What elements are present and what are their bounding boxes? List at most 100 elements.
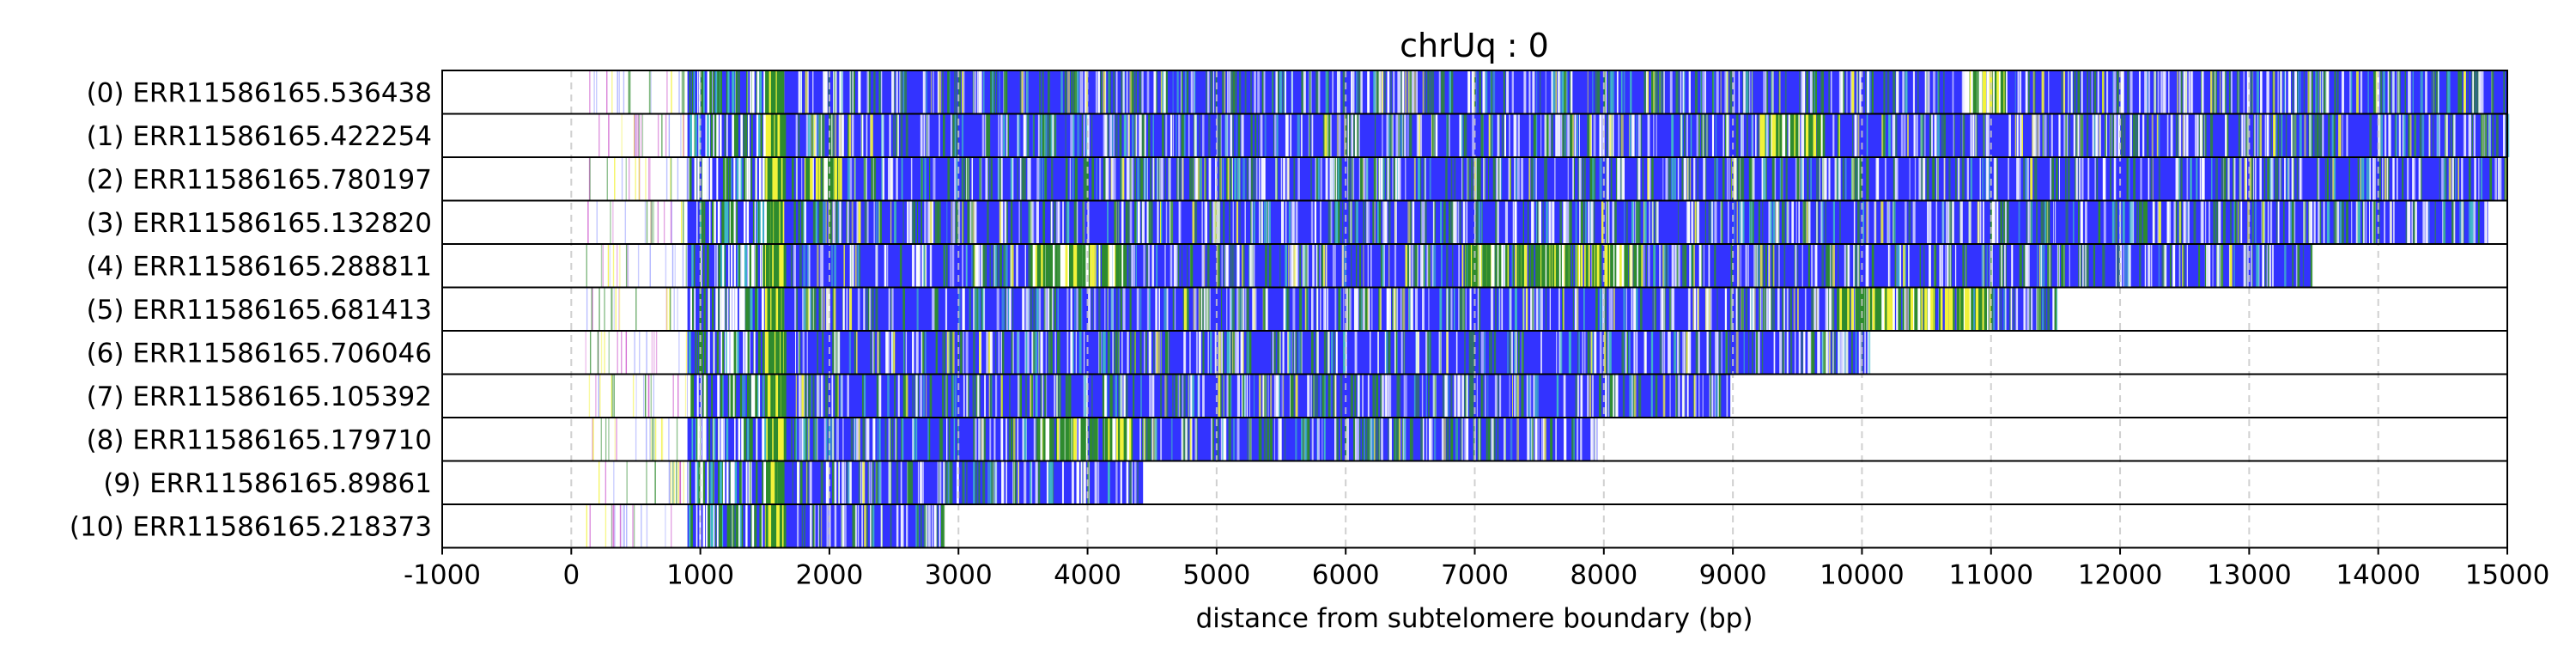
read-stripe bbox=[861, 113, 863, 157]
read-stripe bbox=[776, 244, 780, 288]
read-stripe bbox=[2047, 200, 2049, 244]
read-stripe bbox=[1928, 70, 1930, 114]
read-stripe bbox=[1998, 70, 2001, 114]
read-stripe bbox=[2369, 200, 2371, 244]
read-stripe bbox=[1054, 244, 1058, 288]
read-stripe bbox=[1680, 113, 1683, 157]
read-stripe bbox=[1864, 287, 1867, 331]
read-stripe bbox=[2461, 200, 2464, 244]
read-stripe bbox=[1821, 200, 1824, 244]
read-stripe bbox=[1362, 287, 1364, 331]
read-stripe bbox=[2050, 244, 2052, 288]
read-stripe bbox=[2198, 244, 2200, 288]
read-stripe bbox=[2216, 244, 2219, 288]
read-stripe bbox=[726, 331, 728, 375]
read-stripe bbox=[910, 157, 913, 201]
read-stripe bbox=[1201, 200, 1203, 244]
read-stripe bbox=[1160, 331, 1163, 375]
read-stripe bbox=[1551, 200, 1554, 244]
read-stripe bbox=[1315, 70, 1319, 114]
read-stripe bbox=[1577, 157, 1581, 201]
read-stripe bbox=[1158, 157, 1161, 201]
read-stripe bbox=[2415, 200, 2417, 244]
read-stripe bbox=[964, 157, 967, 201]
read-stripe bbox=[1537, 200, 1540, 244]
read-stripe bbox=[1250, 244, 1254, 288]
read-stripe bbox=[920, 331, 923, 375]
read-stripe bbox=[1246, 331, 1249, 375]
read-stripe bbox=[1526, 287, 1528, 331]
read-stripe bbox=[1160, 374, 1163, 418]
read-stripe bbox=[1730, 70, 1733, 114]
read-stripe bbox=[1408, 70, 1413, 114]
read-stripe bbox=[1765, 70, 1769, 114]
read-stripe bbox=[741, 244, 744, 288]
read-stripe bbox=[736, 200, 738, 244]
read-stripe bbox=[1546, 200, 1548, 244]
read-stripe bbox=[2444, 113, 2447, 157]
read-stripe bbox=[1221, 331, 1224, 375]
read-stripe bbox=[1635, 287, 1638, 331]
read-stripe bbox=[779, 70, 782, 114]
read-stripe bbox=[677, 374, 679, 418]
read-stripe bbox=[961, 113, 964, 157]
read-stripe bbox=[1023, 157, 1026, 201]
read-stripe bbox=[2233, 244, 2235, 288]
read-stripe bbox=[1904, 287, 1906, 331]
read-stripe bbox=[1934, 113, 1937, 157]
read-stripe bbox=[1266, 287, 1268, 331]
read-stripe bbox=[1662, 244, 1666, 288]
read-stripe bbox=[1771, 113, 1773, 157]
read-stripe bbox=[1471, 331, 1473, 375]
read-stripe bbox=[625, 157, 627, 201]
read-stripe bbox=[1549, 287, 1551, 331]
read-stripe bbox=[1069, 157, 1072, 201]
read-stripe bbox=[1297, 157, 1300, 201]
read-stripe bbox=[685, 331, 688, 375]
read-stripe bbox=[762, 157, 765, 201]
read-stripe bbox=[2270, 113, 2273, 157]
read-stripe bbox=[2158, 157, 2160, 201]
read-stripe bbox=[1669, 70, 1673, 114]
read-stripe bbox=[1479, 200, 1481, 244]
read-stripe bbox=[885, 331, 888, 375]
read-stripe bbox=[1716, 157, 1719, 201]
read-stripe bbox=[1263, 70, 1266, 114]
read-stripe bbox=[1398, 70, 1401, 114]
read-stripe bbox=[621, 113, 623, 157]
read-stripe bbox=[1756, 331, 1759, 375]
read-stripe bbox=[739, 244, 741, 288]
read-stripe bbox=[1342, 70, 1346, 114]
read-stripe bbox=[841, 374, 843, 418]
read-stripe bbox=[1351, 113, 1354, 157]
read-stripe bbox=[1805, 113, 1809, 157]
read-stripe bbox=[1686, 157, 1689, 201]
read-stripe bbox=[2496, 113, 2499, 157]
read-stripe bbox=[819, 113, 822, 157]
read-stripe bbox=[1250, 200, 1252, 244]
read-stripe bbox=[1098, 331, 1101, 375]
read-stripe bbox=[2205, 200, 2207, 244]
read-stripe bbox=[678, 331, 680, 375]
read-stripe bbox=[2202, 200, 2204, 244]
read-stripe bbox=[1726, 374, 1728, 418]
read-stripe bbox=[2503, 113, 2506, 157]
read-stripe bbox=[1176, 157, 1178, 201]
read-stripe bbox=[1536, 70, 1538, 114]
read-stripe bbox=[1566, 113, 1569, 157]
read-stripe bbox=[1992, 287, 1996, 331]
read-stripe bbox=[1189, 331, 1191, 375]
read-stripe bbox=[1037, 113, 1040, 157]
read-stripe bbox=[1387, 70, 1390, 114]
read-stripe bbox=[942, 331, 945, 375]
read-stripe bbox=[711, 374, 714, 418]
read-stripe bbox=[2005, 70, 2008, 114]
read-stripe bbox=[1367, 244, 1369, 288]
read-stripe bbox=[1801, 157, 1805, 201]
read-stripe bbox=[1814, 70, 1818, 114]
read-stripe bbox=[1253, 200, 1255, 244]
read-stripe bbox=[599, 374, 601, 418]
read-stripe bbox=[1422, 70, 1425, 114]
read-stripe bbox=[727, 374, 729, 418]
read-stripe bbox=[1300, 331, 1303, 375]
